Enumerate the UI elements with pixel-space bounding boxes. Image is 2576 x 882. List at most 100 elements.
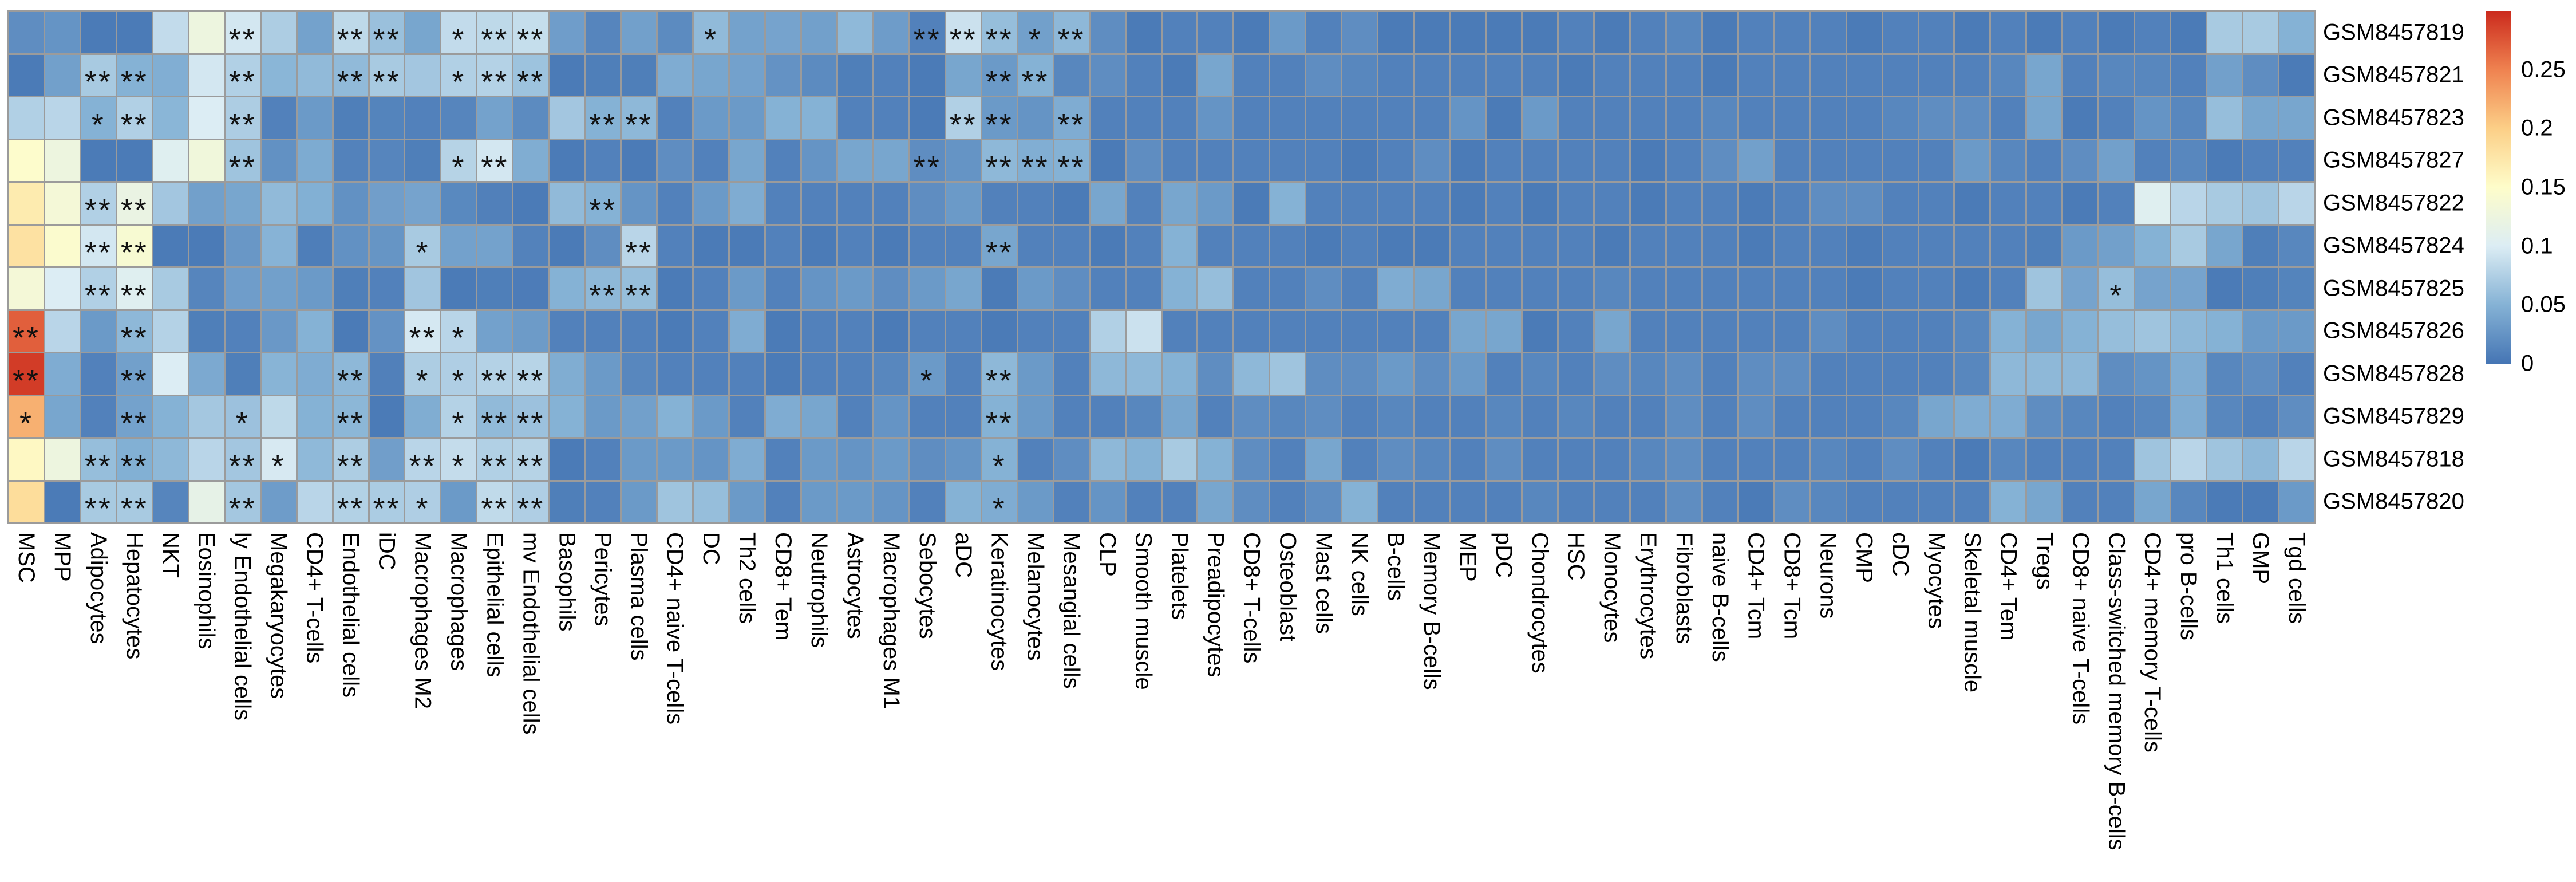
heatmap-cell: [1162, 140, 1197, 181]
significance-marker: **: [120, 65, 148, 96]
significance-marker: **: [481, 363, 509, 395]
heatmap-cell: [1702, 353, 1737, 395]
heatmap-cell: [874, 396, 908, 437]
heatmap-cell: [1630, 396, 1665, 437]
heatmap-cell: [81, 353, 116, 395]
heatmap-cell: [730, 353, 765, 395]
heatmap-cell: [2135, 140, 2170, 181]
heatmap-cell: [730, 97, 765, 139]
heatmap-cell: [1270, 12, 1305, 53]
heatmap-cell: [153, 140, 188, 181]
heatmap-cell: [2171, 183, 2206, 224]
significance-marker: **: [12, 363, 40, 395]
heatmap-cell: [1306, 97, 1341, 139]
heatmap-cell: [297, 481, 332, 522]
heatmap-cell: [2027, 439, 2062, 480]
heatmap-cell: [1558, 439, 1593, 480]
heatmap-cell: [441, 97, 476, 139]
heatmap-cell: [622, 54, 657, 96]
heatmap-cell: **: [982, 97, 1017, 139]
heatmap-cell: **: [333, 396, 368, 437]
heatmap-cell: [1558, 12, 1593, 53]
heatmap-cell: [694, 310, 729, 352]
heatmap-cell: **: [477, 353, 512, 395]
heatmap-cell: [1558, 54, 1593, 96]
column-label: Keratinocytes: [986, 532, 1012, 671]
heatmap-cell: [9, 97, 44, 139]
heatmap-cell: [1739, 140, 1773, 181]
column-label: Epithelial cells: [482, 532, 508, 678]
heatmap-cell: [1306, 439, 1341, 480]
heatmap-cell: [1487, 183, 1522, 224]
heatmap-cell: [369, 140, 404, 181]
row-label: GSM8457821: [2323, 62, 2464, 88]
heatmap-cell: [837, 183, 872, 224]
heatmap-cell: [1523, 225, 1557, 266]
heatmap-cell: [1847, 310, 1882, 352]
heatmap-cell: [2099, 183, 2134, 224]
heatmap-cell: [297, 97, 332, 139]
heatmap-cell: [1451, 310, 1485, 352]
heatmap-cell: [2207, 353, 2242, 395]
heatmap-cell: [1666, 225, 1701, 266]
heatmap-cell: [1991, 396, 2026, 437]
heatmap-cell: [730, 225, 765, 266]
heatmap-cell: [1594, 183, 1629, 224]
column-label: NK cells: [1347, 532, 1373, 616]
heatmap-cell: [1126, 225, 1161, 266]
heatmap-cell: [2027, 54, 2062, 96]
heatmap-cell: [766, 481, 800, 522]
heatmap-cell: [1270, 481, 1305, 522]
heatmap-cell: [2207, 225, 2242, 266]
heatmap-cell: [586, 310, 621, 352]
column-label: Neutrophils: [806, 532, 832, 648]
heatmap-cell: [1523, 396, 1557, 437]
heatmap-cell: [874, 97, 908, 139]
heatmap-cell: [2099, 97, 2134, 139]
heatmap-cell: [405, 54, 440, 96]
heatmap-cell: [694, 439, 729, 480]
heatmap-cell: [369, 268, 404, 309]
heatmap-cell: [1666, 396, 1701, 437]
heatmap-cell: **: [622, 225, 657, 266]
heatmap-cell: [1198, 183, 1233, 224]
heatmap-cell: [910, 310, 945, 352]
heatmap-cell: [1054, 268, 1089, 309]
heatmap-cell: **: [333, 439, 368, 480]
column-label: iDC: [374, 532, 400, 570]
heatmap-cell: [1415, 225, 1449, 266]
significance-marker: **: [120, 363, 148, 395]
significance-marker: **: [228, 107, 256, 139]
significance-marker: *: [1028, 22, 1042, 53]
heatmap-cell: [1234, 439, 1269, 480]
column-label: MPP: [49, 532, 75, 582]
heatmap-cell: [297, 183, 332, 224]
heatmap-cell: *: [441, 353, 476, 395]
significance-marker: **: [589, 107, 617, 139]
heatmap-cell: **: [81, 268, 116, 309]
row-label: GSM8457825: [2323, 275, 2464, 301]
heatmap-cell: **: [81, 183, 116, 224]
heatmap-cell: [2279, 54, 2314, 96]
heatmap-cell: [513, 97, 548, 139]
heatmap-cell: [730, 183, 765, 224]
heatmap-cell: **: [477, 439, 512, 480]
heatmap-cell: [1306, 353, 1341, 395]
significance-marker: **: [120, 448, 148, 480]
significance-marker: *: [452, 22, 466, 53]
row-label: GSM8457826: [2323, 318, 2464, 344]
significance-marker: *: [416, 363, 430, 395]
heatmap-cell: [1415, 12, 1449, 53]
heatmap-cell: [1919, 54, 1954, 96]
heatmap-cell: [1126, 12, 1161, 53]
heatmap-cell: [1378, 12, 1413, 53]
heatmap-cell: **: [117, 225, 152, 266]
heatmap-cell: [730, 481, 765, 522]
significance-marker: **: [517, 406, 545, 437]
row-label: GSM8457824: [2323, 233, 2464, 258]
significance-marker: **: [228, 22, 256, 53]
heatmap-cell: **: [982, 353, 1017, 395]
heatmap-cell: [1955, 396, 1990, 437]
heatmap-cell: [2171, 439, 2206, 480]
heatmap-cell: [946, 481, 981, 522]
